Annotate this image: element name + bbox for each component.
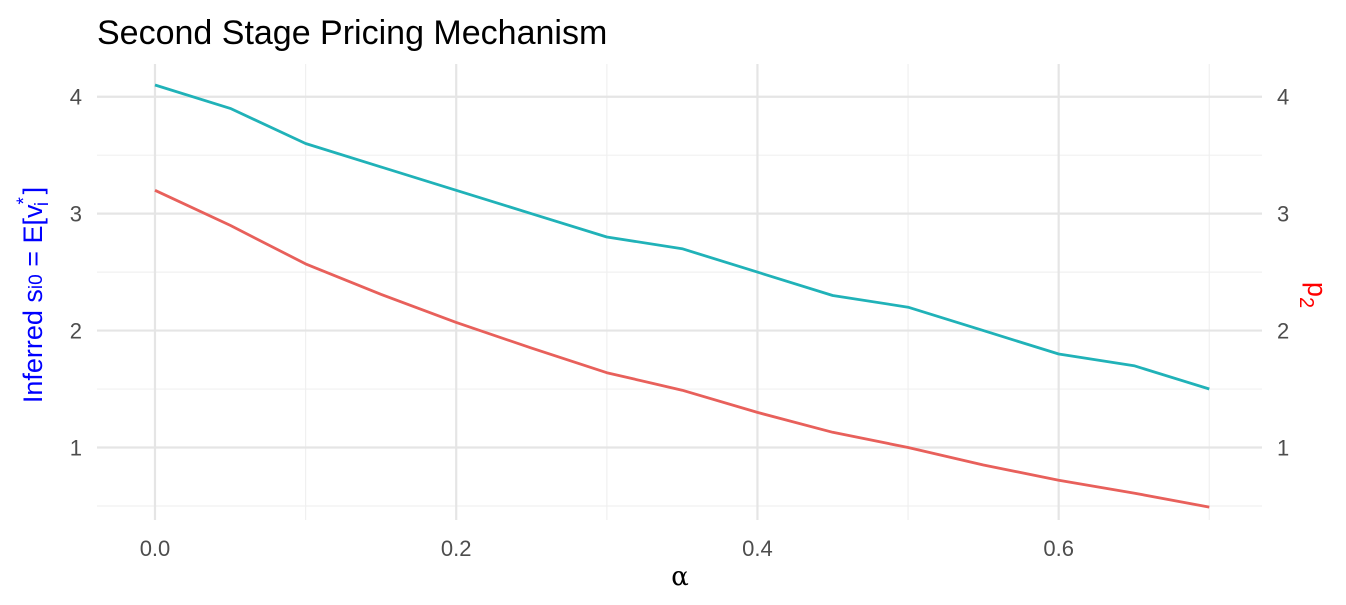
y-left-prefix: Inferred s — [18, 289, 48, 403]
y-tick-label-left: 1 — [70, 436, 82, 461]
y-left-sub2: i — [32, 202, 53, 206]
y-tick-label-left: 2 — [70, 319, 82, 344]
y-tick-label-right: 2 — [1277, 319, 1289, 344]
y-tick-label-right: 4 — [1277, 85, 1289, 110]
y-axis-label-left: Inferred si0 = E[v*i ] — [14, 187, 53, 403]
y-tick-label-left: 3 — [70, 202, 82, 227]
chart-title: Second Stage Pricing Mechanism — [97, 14, 607, 52]
x-tick-label: 0.2 — [441, 536, 472, 561]
x-axis-label: α — [671, 562, 689, 592]
series-line-1 — [154, 83, 1210, 391]
series-line-2 — [154, 189, 1210, 509]
grid — [97, 64, 1262, 520]
y-axis-label-right: p2 — [1295, 282, 1332, 308]
y-right-sub: 2 — [1295, 297, 1317, 308]
y-left-sub: i0 — [26, 274, 47, 289]
y-left-sup: * — [14, 197, 35, 205]
y-left-suffix: ] — [18, 187, 48, 202]
x-tick-label: 0.0 — [140, 536, 171, 561]
y-left-mid: = E[v — [18, 204, 48, 274]
y-tick-label-right: 1 — [1277, 436, 1289, 461]
y-tick-label-left: 4 — [70, 85, 82, 110]
y-right-base: p — [1302, 282, 1332, 297]
y-tick-label-right: 3 — [1277, 202, 1289, 227]
tick-labels: 0.0 0.2 0.4 0.6 1 2 3 4 1 2 3 4 — [70, 85, 1290, 561]
x-tick-label: 0.4 — [742, 536, 773, 561]
x-tick-label: 0.6 — [1043, 536, 1074, 561]
series-lines — [154, 83, 1210, 509]
